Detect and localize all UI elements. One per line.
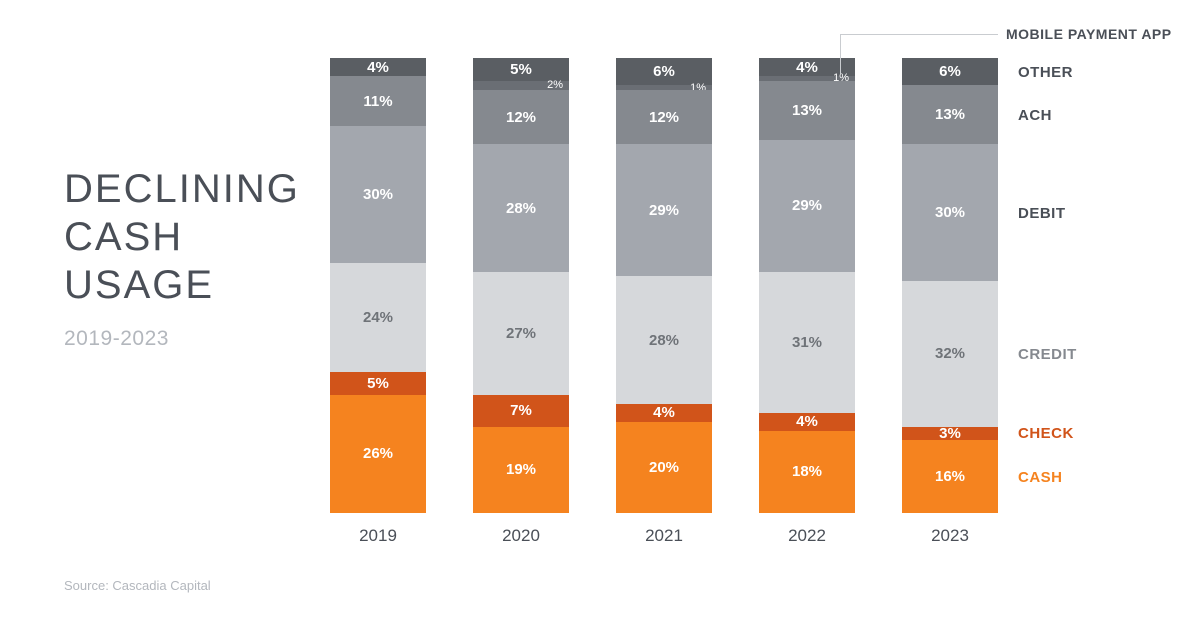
leader-line-horizontal (840, 34, 998, 35)
segment-cash: 16% (902, 440, 998, 513)
source-text: Source: Cascadia Capital (64, 578, 211, 593)
subtitle: 2019-2023 (64, 327, 300, 351)
segment-credit: 28% (616, 276, 712, 403)
legend-cash: CASH (1018, 469, 1063, 486)
segment-check: 5% (330, 372, 426, 395)
bar-2023: 6%13%30%32%3%16% (902, 58, 998, 513)
segment-other: 6% (902, 58, 998, 85)
segment-check: 3% (902, 427, 998, 441)
leader-line-vertical (840, 34, 841, 74)
year-label: 2020 (473, 526, 569, 546)
segment-credit: 31% (759, 272, 855, 413)
segment-cash: 18% (759, 431, 855, 513)
segment-other: 5% (473, 58, 569, 81)
year-label: 2022 (759, 526, 855, 546)
page: DECLINING CASH USAGE 2019-2023 Source: C… (0, 0, 1200, 627)
segment-debit: 30% (902, 144, 998, 281)
bar-2019: 4%11%30%24%5%26% (330, 58, 426, 513)
title-line-3: USAGE (64, 261, 300, 309)
title-line-2: CASH (64, 213, 300, 261)
segment-check: 7% (473, 395, 569, 427)
title-block: DECLINING CASH USAGE 2019-2023 (64, 165, 300, 351)
segment-cash: 19% (473, 427, 569, 513)
segment-cash: 26% (330, 395, 426, 513)
year-label: 2019 (330, 526, 426, 546)
bar-2020: 5%2%12%28%27%7%19% (473, 58, 569, 513)
segment-ach: 12% (616, 90, 712, 145)
year-label: 2021 (616, 526, 712, 546)
legend-credit: CREDIT (1018, 346, 1077, 363)
legend-ach: ACH (1018, 107, 1052, 124)
bar-2022: 4%1%13%29%31%4%18% (759, 58, 855, 513)
year-label: 2023 (902, 526, 998, 546)
legend-check: CHECK (1018, 425, 1074, 442)
segment-credit: 24% (330, 263, 426, 372)
year-labels: 2019 2020 2021 2022 2023 (330, 526, 998, 546)
legend-other: OTHER (1018, 64, 1073, 81)
segment-other: 4% (330, 58, 426, 76)
segment-ach: 13% (902, 85, 998, 144)
segment-credit: 27% (473, 272, 569, 395)
segment-debit: 30% (330, 126, 426, 263)
title-line-1: DECLINING (64, 165, 300, 213)
segment-debit: 29% (759, 140, 855, 272)
segment-ach: 12% (473, 90, 569, 145)
segment-ach: 11% (330, 76, 426, 126)
legend-debit: DEBIT (1018, 205, 1066, 222)
segment-mobile: 2% (473, 81, 569, 90)
segment-cash: 20% (616, 422, 712, 513)
segment-check: 4% (759, 413, 855, 431)
segment-debit: 29% (616, 144, 712, 276)
segment-credit: 32% (902, 281, 998, 427)
segment-check: 4% (616, 404, 712, 422)
legend-mobile-payment-app: MOBILE PAYMENT APP (1006, 26, 1172, 42)
chart-area: 4%11%30%24%5%26%5%2%12%28%27%7%19%6%1%12… (330, 58, 998, 548)
bar-2021: 6%1%12%29%28%4%20% (616, 58, 712, 513)
segment-ach: 13% (759, 81, 855, 140)
bars-container: 4%11%30%24%5%26%5%2%12%28%27%7%19%6%1%12… (330, 58, 998, 513)
segment-debit: 28% (473, 144, 569, 271)
